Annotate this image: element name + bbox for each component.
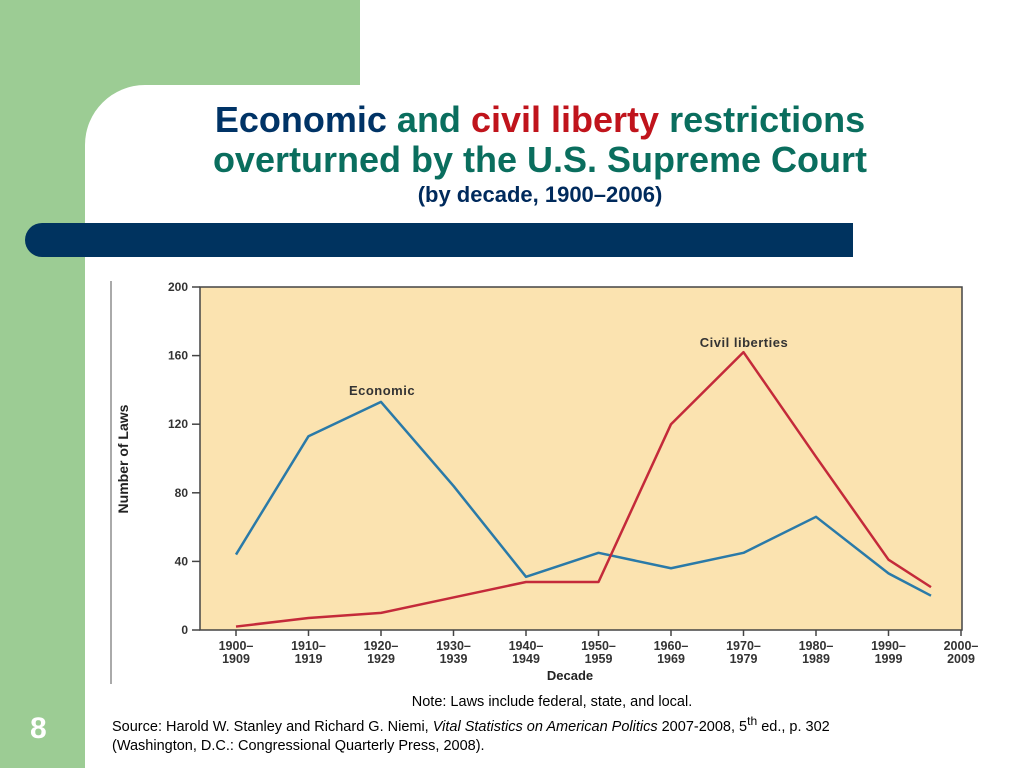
x-axis-title: Decade	[547, 668, 593, 683]
x-tick-label-bottom: 2009	[947, 652, 975, 666]
title-line-1: Economic and civil liberty restrictions	[140, 100, 940, 140]
x-tick-label-top: 1900–	[219, 639, 254, 653]
title-word-and: and	[396, 99, 461, 140]
x-tick-label-top: 1950–	[581, 639, 616, 653]
title-word-restrictions: restrictions	[669, 99, 866, 140]
source-line: Source: Harold W. Stanley and Richard G.…	[112, 712, 992, 737]
series-label-civil-liberties: Civil liberties	[700, 335, 788, 350]
x-tick-label-bottom: 1969	[657, 652, 685, 666]
x-tick-label-bottom: 1949	[512, 652, 540, 666]
x-tick-label-top: 1920–	[364, 639, 399, 653]
x-tick-label-top: 1990–	[871, 639, 906, 653]
publisher-line: (Washington, D.C.: Congressional Quarter…	[112, 737, 485, 754]
slide-title: Economic and civil liberty restrictions …	[140, 100, 940, 210]
series-layer	[234, 350, 932, 628]
x-tick-label-bottom: 1989	[802, 652, 830, 666]
x-tick-label-bottom: 1919	[295, 652, 323, 666]
x-tick-label-bottom: 1909	[222, 652, 250, 666]
x-tick-label-top: 1910–	[291, 639, 326, 653]
x-tick-label-bottom: 1939	[440, 652, 468, 666]
x-tick-label-bottom: 1999	[875, 652, 903, 666]
series-line-civil-liberties	[235, 350, 932, 628]
notes-block: Note: Laws include federal, state, and l…	[112, 693, 992, 756]
y-tick-label: 40	[175, 554, 189, 568]
y-axis-title: Number of Laws	[115, 404, 131, 513]
x-tick-label-bottom: 1959	[585, 652, 613, 666]
title-word-civil-liberty: civil liberty	[470, 99, 660, 140]
x-tick-label-top: 1930–	[436, 639, 471, 653]
source-sup: th	[747, 714, 758, 728]
source-suffix: ed., p. 302	[757, 718, 830, 735]
y-tick-label: 80	[175, 486, 189, 500]
title-subtitle: (by decade, 1900–2006)	[417, 182, 663, 207]
x-tick-label-top: 1980–	[799, 639, 834, 653]
x-tick-label-bottom: 1929	[367, 652, 395, 666]
x-tick-label-bottom: 1979	[730, 652, 758, 666]
top-white-block	[360, 0, 1024, 85]
source-title: Vital Statistics on American Politics	[432, 718, 658, 735]
y-tick-label: 200	[168, 281, 188, 294]
plot-area	[199, 286, 963, 631]
note-line: Note: Laws include federal, state, and l…	[411, 694, 693, 710]
source-mid: 2007-2008, 5	[657, 718, 748, 735]
series-label-economic: Economic	[349, 383, 415, 398]
x-tick-label-top: 1940–	[509, 639, 544, 653]
y-tick-label: 120	[168, 417, 188, 431]
series-line-economic	[234, 400, 932, 597]
y-axis: 0 40 80 120 160 200	[168, 281, 200, 637]
title-word-economic: Economic	[214, 99, 387, 140]
y-tick-label: 160	[168, 349, 188, 363]
slide-number: 8	[30, 712, 47, 745]
x-tick-label-top: 2000–	[944, 639, 979, 653]
y-tick-label: 0	[181, 623, 188, 637]
x-tick-label-top: 1970–	[726, 639, 761, 653]
title-line-2: overturned by the U.S. Supreme Court	[212, 139, 868, 180]
source-prefix: Source: Harold W. Stanley and Richard G.…	[112, 718, 433, 735]
x-axis: 1900–1909 1910–1919 1920–1929 1930–1939 1940…	[219, 630, 979, 666]
x-tick-label-top: 1960–	[654, 639, 689, 653]
divider-bar	[25, 223, 853, 257]
